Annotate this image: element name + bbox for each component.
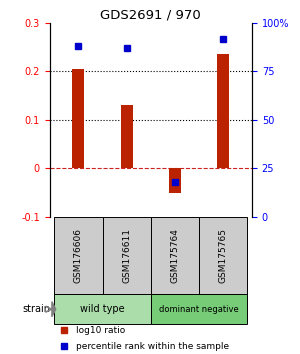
Text: dominant negative: dominant negative — [159, 305, 239, 314]
Bar — [72, 69, 85, 168]
Text: wild type: wild type — [80, 304, 125, 314]
Polygon shape — [52, 302, 56, 317]
Bar — [169, 168, 181, 193]
Bar — [121, 105, 133, 168]
Bar — [217, 55, 229, 168]
Title: GDS2691 / 970: GDS2691 / 970 — [100, 9, 201, 22]
Bar — [54, 294, 151, 324]
Text: percentile rank within the sample: percentile rank within the sample — [76, 342, 229, 350]
Text: GSM176606: GSM176606 — [74, 228, 83, 283]
Text: GSM176611: GSM176611 — [122, 228, 131, 283]
Text: strain: strain — [22, 304, 50, 314]
Text: GSM175765: GSM175765 — [219, 228, 228, 283]
Bar — [151, 217, 199, 294]
Text: GSM175764: GSM175764 — [170, 228, 179, 283]
Bar — [151, 294, 247, 324]
Text: log10 ratio: log10 ratio — [76, 326, 125, 335]
Bar — [103, 217, 151, 294]
Bar — [54, 217, 103, 294]
Bar — [199, 217, 247, 294]
